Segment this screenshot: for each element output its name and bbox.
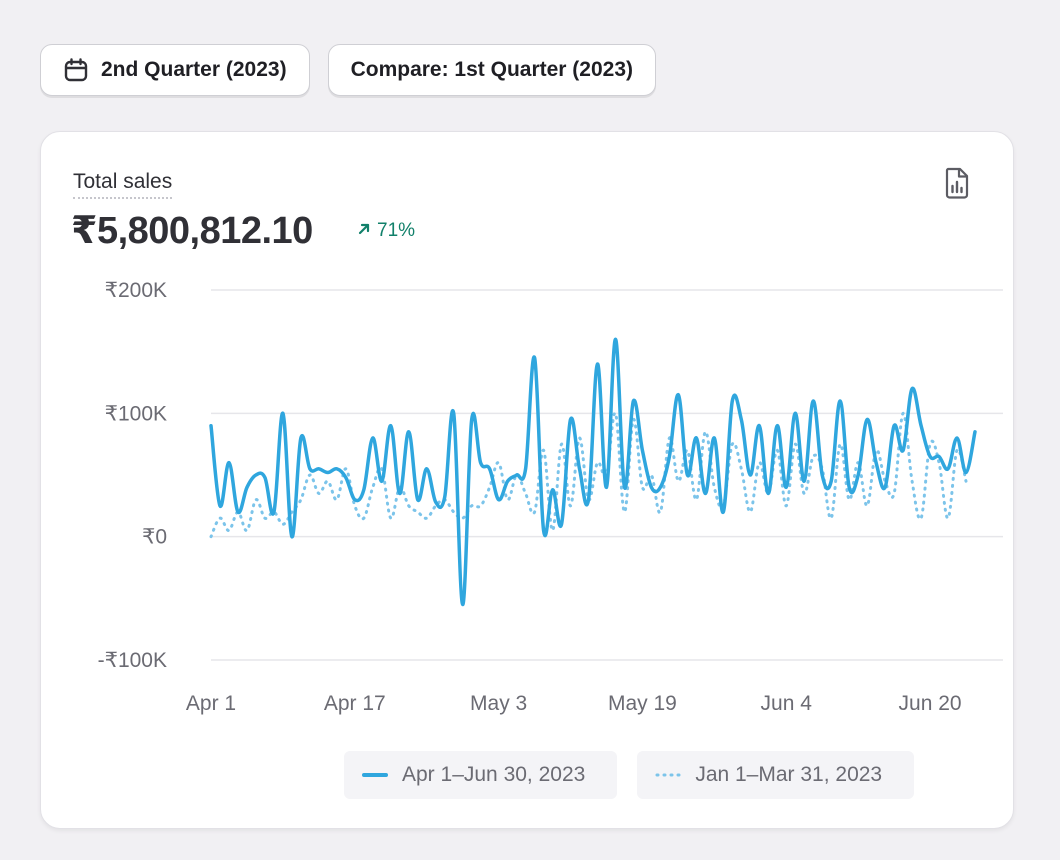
legend-dotted-swatch xyxy=(655,773,681,777)
sales-line-chart: ₹200K ₹100K ₹0 -₹100K Apr 1 Apr 17 May 3 May 19… xyxy=(98,279,1003,715)
compare-button[interactable]: Compare: 1st Quarter (2023) xyxy=(327,44,657,96)
sales-card: Total sales ₹5,800,812.10 71% ₹200K ₹100K… xyxy=(40,131,1014,829)
y-tick-label: ₹100K xyxy=(105,402,167,425)
date-range-button[interactable]: 2nd Quarter (2023) xyxy=(40,44,310,96)
metric-change-value: 71% xyxy=(377,220,416,241)
calendar-icon xyxy=(63,57,89,83)
export-report-icon[interactable] xyxy=(941,166,973,200)
series-line-current xyxy=(209,337,977,607)
legend-label-comparison: Jan 1–Mar 31, 2023 xyxy=(695,763,883,786)
compare-label: Compare: 1st Quarter (2023) xyxy=(350,58,634,81)
series-line-comparison xyxy=(209,411,968,539)
legend-label-current: Apr 1–Jun 30, 2023 xyxy=(402,763,586,786)
y-tick-label: ₹0 xyxy=(142,526,167,549)
x-tick-label: Apr 17 xyxy=(324,692,386,715)
y-tick-label: ₹200K xyxy=(105,279,167,302)
x-tick-label: Jun 4 xyxy=(761,692,813,715)
x-tick-label: Jun 20 xyxy=(899,692,962,715)
chart-legend: Apr 1–Jun 30, 2023 Jan 1–Mar 31, 2023 xyxy=(344,751,915,799)
legend-solid-swatch xyxy=(362,773,388,777)
date-range-label: 2nd Quarter (2023) xyxy=(101,58,287,81)
legend-item-current[interactable]: Apr 1–Jun 30, 2023 xyxy=(344,751,618,799)
metric-value: ₹5,800,812.10 xyxy=(71,210,313,252)
x-tick-label: May 19 xyxy=(608,692,677,715)
filter-bar: 2nd Quarter (2023) Compare: 1st Quarter … xyxy=(40,44,657,96)
metric-change: 71% xyxy=(357,220,415,242)
y-tick-label: -₹100K xyxy=(98,649,167,672)
legend-item-comparison[interactable]: Jan 1–Mar 31, 2023 xyxy=(637,751,915,799)
arrow-up-right-icon xyxy=(357,220,371,242)
metric-label[interactable]: Total sales xyxy=(73,170,173,199)
x-tick-label: Apr 1 xyxy=(186,692,236,715)
x-tick-label: May 3 xyxy=(470,692,527,715)
